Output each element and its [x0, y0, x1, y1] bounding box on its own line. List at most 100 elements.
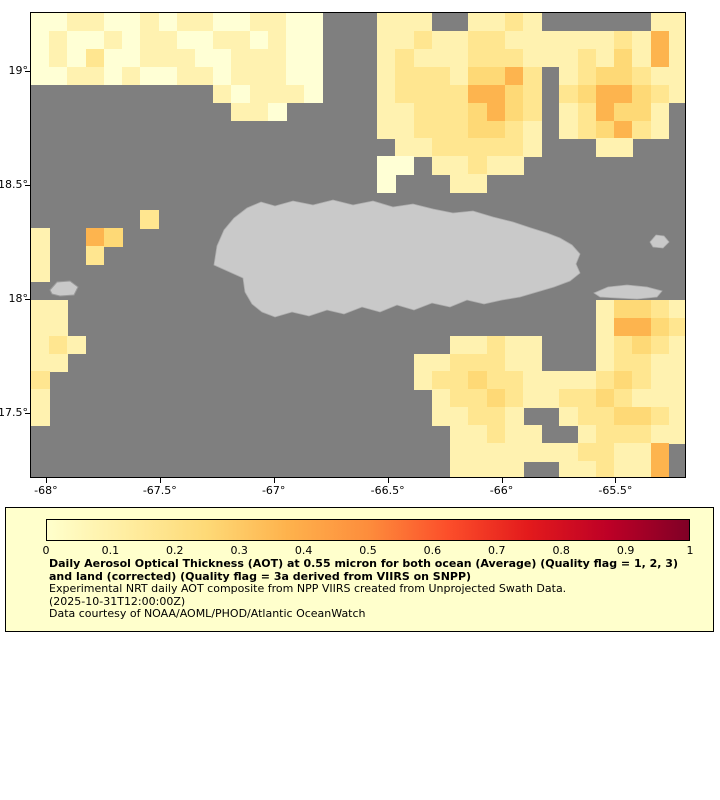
- aot-grid-cell: [286, 84, 305, 104]
- aot-grid-cell: [31, 48, 50, 68]
- aot-grid-cell: [85, 66, 105, 86]
- aot-grid-cell: [103, 30, 123, 50]
- aot-grid-cell: [31, 335, 50, 355]
- x-axis-tick-label: -65.5°: [598, 484, 633, 497]
- aot-grid-cell: [541, 371, 561, 390]
- aot-grid-cell: [431, 48, 451, 68]
- aot-grid-cell: [650, 353, 670, 373]
- aot-grid-cell: [377, 30, 397, 50]
- aot-grid-cell: [395, 120, 415, 140]
- y-axis-tick: [25, 71, 30, 73]
- aot-grid-cell: [650, 317, 670, 337]
- x-axis-tick-label: -67°: [261, 484, 286, 497]
- aot-grid-cell: [632, 425, 652, 444]
- aot-grid-cell: [486, 84, 506, 104]
- aot-grid-cell: [450, 335, 469, 355]
- aot-grid-cell: [395, 102, 415, 122]
- aot-grid-cell: [650, 443, 670, 462]
- aot-grid-cell: [614, 66, 633, 86]
- aot-grid-cell: [632, 407, 652, 426]
- aot-grid-cell: [523, 102, 542, 122]
- aot-grid-cell: [614, 102, 633, 122]
- aot-grid-cell: [650, 66, 670, 86]
- aot-grid-cell: [103, 48, 123, 68]
- aot-grid-cell: [31, 228, 50, 247]
- aot-grid-cell: [67, 30, 87, 50]
- aot-grid-cell: [650, 48, 670, 68]
- aot-grid-cell: [450, 174, 469, 193]
- y-axis-tick: [25, 413, 30, 415]
- aot-grid-cell: [450, 156, 469, 175]
- aot-grid-cell: [504, 425, 524, 444]
- aot-grid-cell: [668, 335, 685, 355]
- aot-grid-cell: [158, 48, 178, 68]
- aot-grid-cell: [231, 84, 251, 104]
- aot-grid-cell: [486, 371, 506, 390]
- aot-grid-cell: [650, 30, 670, 50]
- x-axis-tick-label: -66°: [489, 484, 514, 497]
- colorbar-tick-label: 1: [686, 544, 694, 557]
- aot-grid-cell: [213, 30, 233, 50]
- aot-grid-cell: [304, 48, 324, 68]
- aot-grid-cell: [668, 371, 685, 390]
- aot-grid-cell: [668, 299, 685, 319]
- y-axis-tick-label: 18.5°: [0, 178, 28, 192]
- aot-grid-cell: [431, 84, 451, 104]
- colorbar-gradient: [46, 519, 690, 541]
- aot-grid-cell: [468, 174, 488, 193]
- aot-grid-cell: [668, 84, 685, 104]
- aot-grid-cell: [31, 317, 50, 337]
- aot-grid-cell: [377, 120, 397, 140]
- aot-grid-cell: [504, 66, 524, 86]
- aot-grid-cell: [395, 84, 415, 104]
- aot-grid-cell: [486, 120, 506, 140]
- aot-grid-cell: [31, 263, 50, 283]
- aot-grid-cell: [559, 66, 579, 86]
- aot-grid-cell: [614, 353, 633, 373]
- aot-grid-cell: [486, 13, 506, 32]
- aot-grid-cell: [468, 443, 488, 462]
- aot-grid-cell: [413, 84, 433, 104]
- aot-grid-cell: [413, 66, 433, 86]
- aot-grid-cell: [67, 48, 87, 68]
- aot-grid-cell: [231, 48, 251, 68]
- aot-grid-cell: [31, 246, 50, 265]
- aot-grid-cell: [577, 425, 597, 444]
- aot-grid-cell: [395, 138, 415, 157]
- aot-grid-cell: [122, 48, 141, 68]
- puerto-rico-island: [213, 199, 581, 318]
- aot-grid-cell: [267, 48, 287, 68]
- legend-subtitle: Experimental NRT daily AOT composite fro…: [49, 582, 567, 595]
- aot-grid-cell: [523, 84, 542, 104]
- aot-grid-cell: [103, 66, 123, 86]
- aot-grid-cell: [650, 299, 670, 319]
- x-axis-tick: [615, 478, 617, 483]
- aot-grid-cell: [286, 66, 305, 86]
- aot-grid-cell: [176, 66, 196, 86]
- aot-grid-cell: [468, 120, 488, 140]
- aot-grid-cell: [31, 13, 50, 32]
- aot-grid-cell: [504, 461, 524, 477]
- aot-grid-cell: [559, 30, 579, 50]
- aot-grid-cell: [668, 48, 685, 68]
- aot-grid-cell: [249, 102, 269, 122]
- aot-grid-cell: [67, 335, 87, 355]
- aot-grid-cell: [523, 389, 542, 408]
- aot-grid-cell: [304, 30, 324, 50]
- aot-grid-cell: [614, 335, 633, 355]
- colorbar-tick-label: 0.8: [552, 544, 570, 557]
- aot-grid-cell: [413, 371, 433, 390]
- aot-grid-cell: [49, 66, 69, 86]
- aot-grid-cell: [504, 353, 524, 373]
- aot-grid-cell: [468, 461, 488, 477]
- aot-grid-cell: [614, 461, 633, 477]
- aot-grid-cell: [122, 30, 141, 50]
- aot-grid-cell: [140, 210, 160, 229]
- aot-grid-cell: [249, 13, 269, 32]
- aot-grid-cell: [559, 371, 579, 390]
- aot-grid-cell: [559, 407, 579, 426]
- aot-grid-cell: [504, 443, 524, 462]
- aot-grid-cell: [541, 443, 561, 462]
- aot-grid-cell: [431, 66, 451, 86]
